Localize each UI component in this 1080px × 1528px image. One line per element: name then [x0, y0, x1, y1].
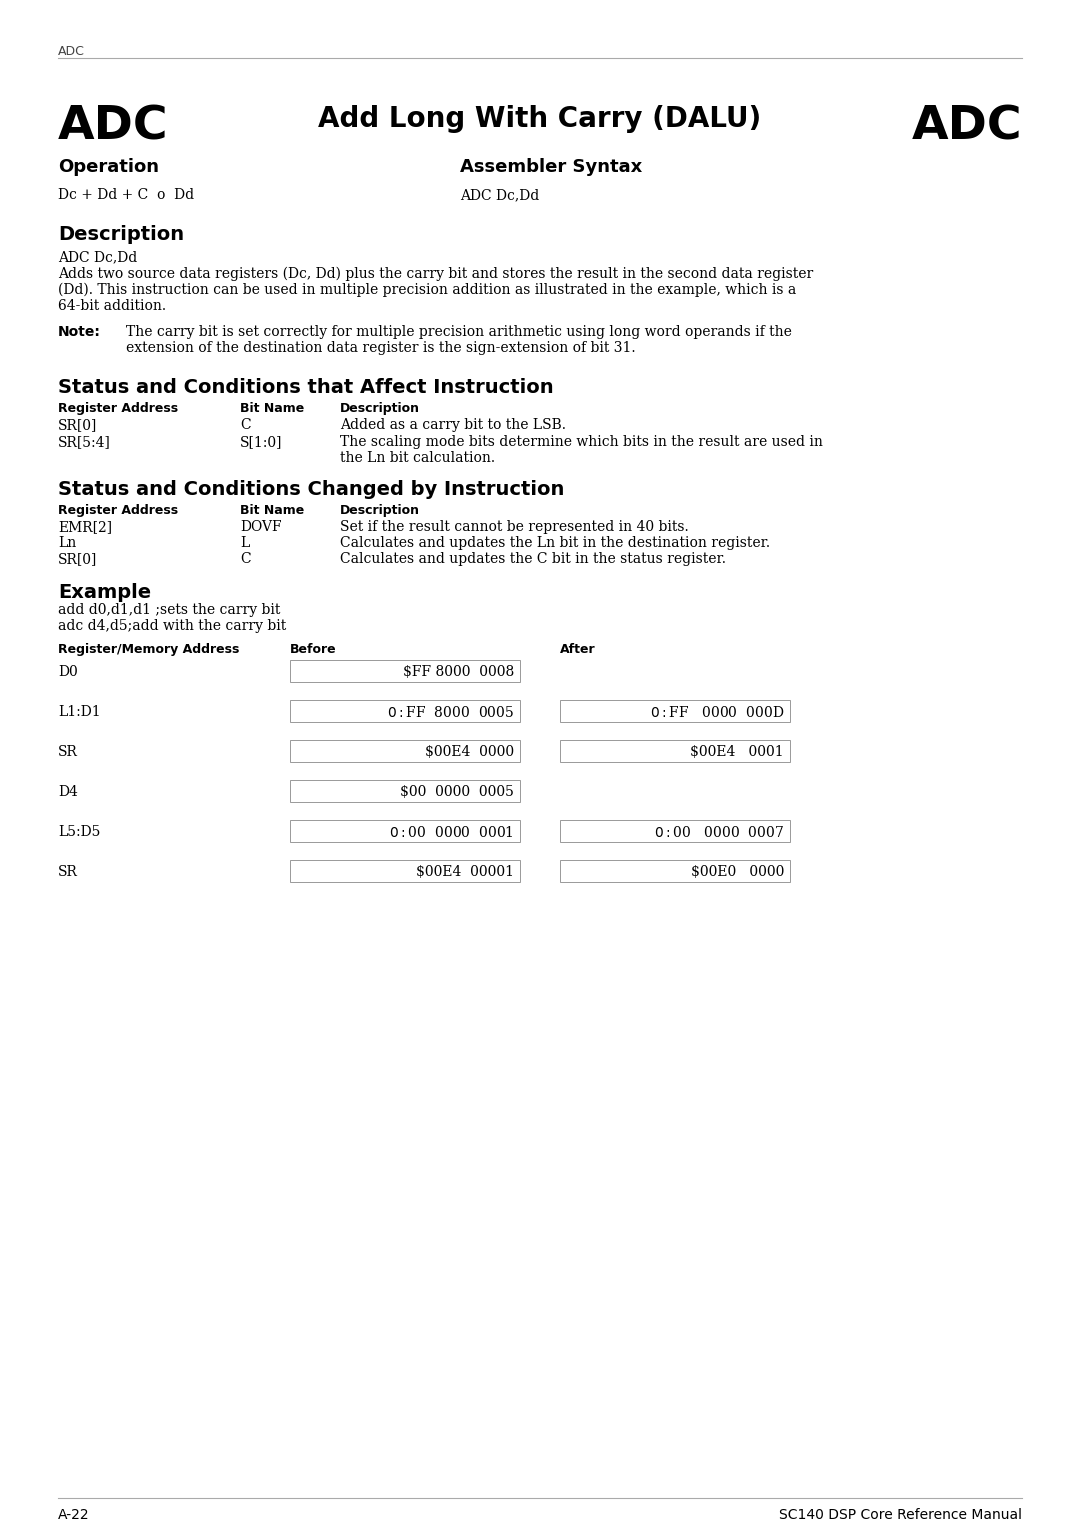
Text: $0:$00  0000  0001: $0:$00 0000 0001	[389, 825, 514, 840]
Bar	[561, 860, 789, 882]
Text: $FF 8000  0008: $FF 8000 0008	[403, 665, 514, 678]
Text: After: After	[561, 643, 596, 656]
Text: SC140 DSP Core Reference Manual: SC140 DSP Core Reference Manual	[779, 1508, 1022, 1522]
Text: SR: SR	[58, 865, 78, 879]
Text: The scaling mode bits determine which bits in the result are used in: The scaling mode bits determine which bi…	[340, 435, 823, 449]
Text: $00E4   0001: $00E4 0001	[690, 746, 784, 759]
Text: C: C	[240, 419, 251, 432]
Text: ADC Dc,Dd: ADC Dc,Dd	[58, 251, 137, 264]
Text: D4: D4	[58, 785, 78, 799]
Text: extension of the destination data register is the sign-extension of bit 31.: extension of the destination data regist…	[126, 341, 636, 354]
Bar	[291, 660, 519, 681]
Bar	[291, 700, 519, 723]
Text: Register Address: Register Address	[58, 402, 178, 416]
Text: Calculates and updates the Ln bit in the destination register.: Calculates and updates the Ln bit in the…	[340, 536, 770, 550]
Bar	[561, 700, 789, 723]
Text: Example: Example	[58, 584, 151, 602]
Bar	[561, 821, 789, 842]
Text: Added as a carry bit to the LSB.: Added as a carry bit to the LSB.	[340, 419, 566, 432]
Text: Description: Description	[340, 402, 420, 416]
Text: SR[0]: SR[0]	[58, 419, 97, 432]
Text: A-22: A-22	[58, 1508, 90, 1522]
Bar	[291, 821, 519, 842]
Text: Status and Conditions Changed by Instruction: Status and Conditions Changed by Instruc…	[58, 480, 565, 500]
Text: Register Address: Register Address	[58, 504, 178, 516]
Text: C: C	[240, 552, 251, 565]
Text: $00E0   0000: $00E0 0000	[690, 865, 784, 879]
Text: L1:D1: L1:D1	[58, 704, 100, 720]
Text: $0:$FF  8000  0005: $0:$FF 8000 0005	[387, 704, 514, 720]
Text: $00  0000  0005: $00 0000 0005	[400, 785, 514, 799]
Text: ADC Dc,Dd: ADC Dc,Dd	[460, 188, 539, 202]
Text: (Dd). This instruction can be used in multiple precision addition as illustrated: (Dd). This instruction can be used in mu…	[58, 283, 796, 298]
Text: $0:$00   0000  0007: $0:$00 0000 0007	[653, 825, 784, 840]
Bar	[561, 740, 789, 762]
Text: $0:$FF   0000  000D: $0:$FF 0000 000D	[650, 704, 784, 720]
Text: Dc + Dd + C  o  Dd: Dc + Dd + C o Dd	[58, 188, 194, 202]
Text: Calculates and updates the C bit in the status register.: Calculates and updates the C bit in the …	[340, 552, 726, 565]
Text: L5:D5: L5:D5	[58, 825, 100, 839]
Text: the Ln bit calculation.: the Ln bit calculation.	[340, 451, 495, 465]
Text: Bit Name: Bit Name	[240, 504, 305, 516]
Text: Before: Before	[291, 643, 337, 656]
Text: Add Long With Carry (DALU): Add Long With Carry (DALU)	[319, 105, 761, 133]
Text: Adds two source data registers (Dc, Dd) plus the carry bit and stores the result: Adds two source data registers (Dc, Dd) …	[58, 267, 813, 281]
Bar	[291, 779, 519, 802]
Text: Bit Name: Bit Name	[240, 402, 305, 416]
Text: S[1:0]: S[1:0]	[240, 435, 283, 449]
Text: EMR[2]: EMR[2]	[58, 520, 112, 533]
Text: ADC: ADC	[58, 44, 85, 58]
Text: 64-bit addition.: 64-bit addition.	[58, 299, 166, 313]
Text: SR[0]: SR[0]	[58, 552, 97, 565]
Text: Operation: Operation	[58, 157, 159, 176]
Text: Assembler Syntax: Assembler Syntax	[460, 157, 643, 176]
Text: ADC: ADC	[912, 105, 1022, 150]
Text: adc d4,d5;add with the carry bit: adc d4,d5;add with the carry bit	[58, 619, 286, 633]
Text: Register/Memory Address: Register/Memory Address	[58, 643, 240, 656]
Text: SR[5:4]: SR[5:4]	[58, 435, 111, 449]
Bar	[291, 740, 519, 762]
Text: Status and Conditions that Affect Instruction: Status and Conditions that Affect Instru…	[58, 377, 554, 397]
Text: Description: Description	[340, 504, 420, 516]
Text: $00E4  0000: $00E4 0000	[424, 746, 514, 759]
Text: Ln: Ln	[58, 536, 77, 550]
Text: DOVF: DOVF	[240, 520, 282, 533]
Text: add d0,d1,d1 ;sets the carry bit: add d0,d1,d1 ;sets the carry bit	[58, 604, 281, 617]
Text: Description: Description	[58, 225, 184, 244]
Text: $00E4  00001: $00E4 00001	[416, 865, 514, 879]
Text: The carry bit is set correctly for multiple precision arithmetic using long word: The carry bit is set correctly for multi…	[126, 325, 792, 339]
Text: D0: D0	[58, 665, 78, 678]
Bar	[291, 860, 519, 882]
Text: L: L	[240, 536, 249, 550]
Text: SR: SR	[58, 746, 78, 759]
Text: Note:: Note:	[58, 325, 100, 339]
Text: ADC: ADC	[58, 105, 168, 150]
Text: Set if the result cannot be represented in 40 bits.: Set if the result cannot be represented …	[340, 520, 689, 533]
